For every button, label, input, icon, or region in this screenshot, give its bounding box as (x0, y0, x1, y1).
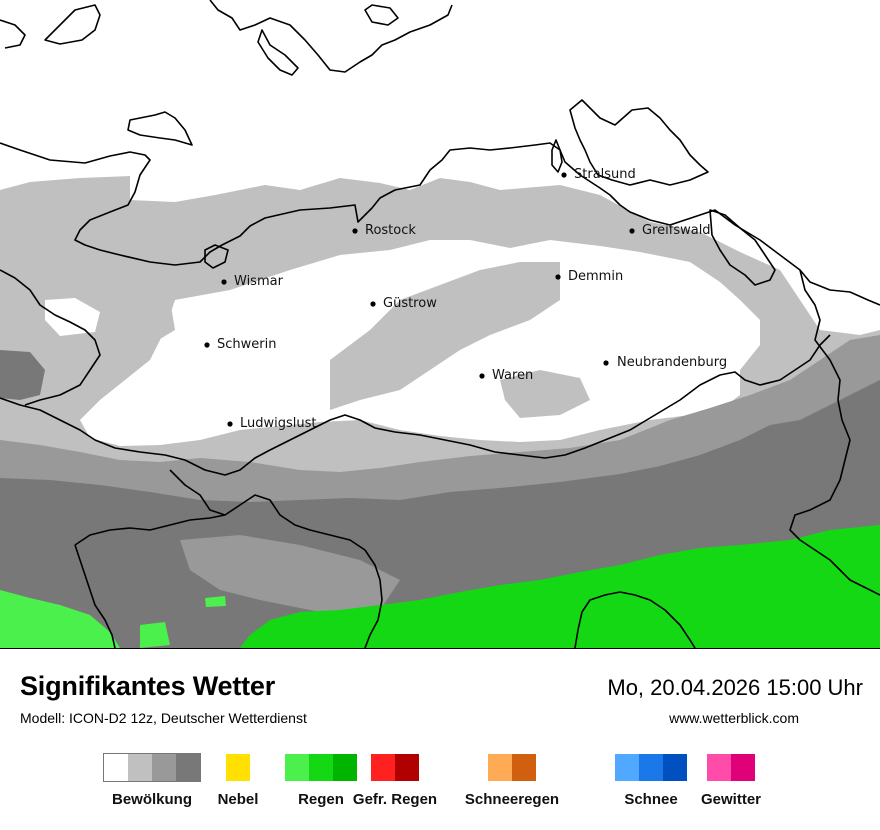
city-dot-wismar (221, 279, 227, 285)
island-poel (204, 244, 229, 269)
cloud-light-streak (330, 262, 560, 410)
rain-light-west (0, 590, 120, 648)
legend-swatch (395, 754, 419, 781)
legend-swatch (152, 754, 176, 781)
city-label-guestrow: Güstrow (383, 296, 437, 311)
cloud-light-patch-west (90, 290, 175, 345)
legend-swatch (285, 754, 309, 781)
weather-map: Stralsund Greifswald Rostock Demmin Wism… (0, 0, 880, 649)
city-label-schwerin: Schwerin (217, 337, 276, 352)
legend-label: Nebel (217, 791, 259, 808)
legend-label: Schneeregen (464, 791, 560, 808)
city-markers: Stralsund Greifswald Rostock Demmin Wism… (204, 167, 727, 431)
coast-falster (257, 29, 299, 76)
state-border-poland (789, 269, 880, 596)
coastline-north-west (0, 19, 26, 49)
legend-swatches (707, 754, 755, 781)
border-east-lower (574, 591, 696, 648)
rain-light-patch (140, 622, 170, 648)
island-usedom (709, 209, 776, 286)
legend-swatch (731, 754, 755, 781)
legend-label: Regen (298, 791, 344, 808)
border-elbe (0, 269, 101, 406)
model-info: Modell: ICON-D2 12z, Deutscher Wetterdie… (20, 710, 307, 726)
legend-group-schnee: Schnee (615, 754, 687, 808)
legend-swatch (615, 754, 639, 781)
footer: Signifikantes Wetter Modell: ICON-D2 12z… (0, 649, 880, 830)
map-title: Signifikantes Wetter (20, 671, 276, 701)
legend-swatches (371, 754, 419, 781)
coast-bay-hook (127, 111, 193, 146)
legend-swatch (639, 754, 663, 781)
city-dot-rostock (352, 228, 358, 234)
state-border-south (0, 334, 831, 476)
city-label-stralsund: Stralsund (574, 167, 636, 182)
city-dot-neubrandenburg (603, 360, 609, 366)
island-hiddensee (551, 139, 563, 173)
legend-label: Gewitter (700, 791, 762, 808)
city-label-rostock: Rostock (365, 223, 416, 238)
rain-layer (0, 525, 880, 648)
legend-group-regen: Regen (285, 754, 357, 808)
city-dot-guestrow (370, 301, 376, 307)
website-link[interactable]: www.wetterblick.com (669, 710, 799, 726)
rain-light-spot (205, 596, 226, 607)
legend-swatches (285, 754, 357, 781)
city-dot-schwerin (204, 342, 210, 348)
legend-swatch (663, 754, 687, 781)
legend-group-gewitter: Gewitter (701, 754, 761, 808)
forecast-datetime: Mo, 20.04.2026 15:00 Uhr (607, 675, 863, 700)
cloud-light-patch (500, 370, 590, 418)
borders-layer (0, 0, 880, 648)
cloud-medium-patch-south (180, 535, 400, 612)
legend-swatch (488, 754, 512, 781)
legend-swatch (128, 754, 152, 781)
state-border-brandenburg-west (169, 469, 383, 648)
legend-group-nebel: Nebel (218, 754, 258, 808)
city-label-neubrandenburg: Neubrandenburg (617, 355, 727, 370)
city-dot-demmin (555, 274, 561, 280)
city-dot-waren (479, 373, 485, 379)
island-ruegen (569, 99, 709, 186)
legend-swatches (615, 754, 687, 781)
legend-swatch (226, 754, 250, 781)
island-small-north (364, 4, 399, 26)
city-label-waren: Waren (492, 368, 533, 383)
legend-swatches (103, 753, 201, 782)
legend-swatch (333, 754, 357, 781)
legend-label: Bewölkung (111, 791, 193, 808)
cloud-dark-west (0, 350, 45, 400)
city-label-greifswald: Greifswald (642, 223, 711, 238)
city-label-ludwigslust: Ludwigslust (240, 416, 317, 431)
city-dot-greifswald (629, 228, 635, 234)
island-fehmarn (44, 4, 101, 45)
border-lower-south (74, 544, 116, 648)
legend-label: Schnee (624, 791, 678, 808)
legend-swatch (104, 754, 128, 781)
clear-patch-west (45, 298, 100, 336)
legend-label: Gefr. Regen (352, 791, 438, 808)
legend-group-schneeregen: Schneeregen (465, 754, 559, 808)
legend-swatch (512, 754, 536, 781)
city-dot-ludwigslust (227, 421, 233, 427)
border-sachsen-anhalt (74, 514, 226, 546)
legend-swatches (488, 754, 536, 781)
city-label-wismar: Wismar (234, 274, 284, 289)
legend-swatch (176, 754, 200, 781)
legend-group-gefr-regen: Gefr. Regen (353, 754, 437, 808)
rain-area-east (240, 525, 880, 648)
legend-swatch (309, 754, 333, 781)
legend-swatch (371, 754, 395, 781)
city-label-demmin: Demmin (568, 269, 623, 284)
legend-swatch (707, 754, 731, 781)
island-lolland (209, 0, 453, 73)
legend-swatches (226, 754, 250, 781)
legend-group-bew-lkung: Bewölkung (103, 753, 201, 808)
coastline-main (0, 142, 880, 306)
city-dot-stralsund (561, 172, 567, 178)
